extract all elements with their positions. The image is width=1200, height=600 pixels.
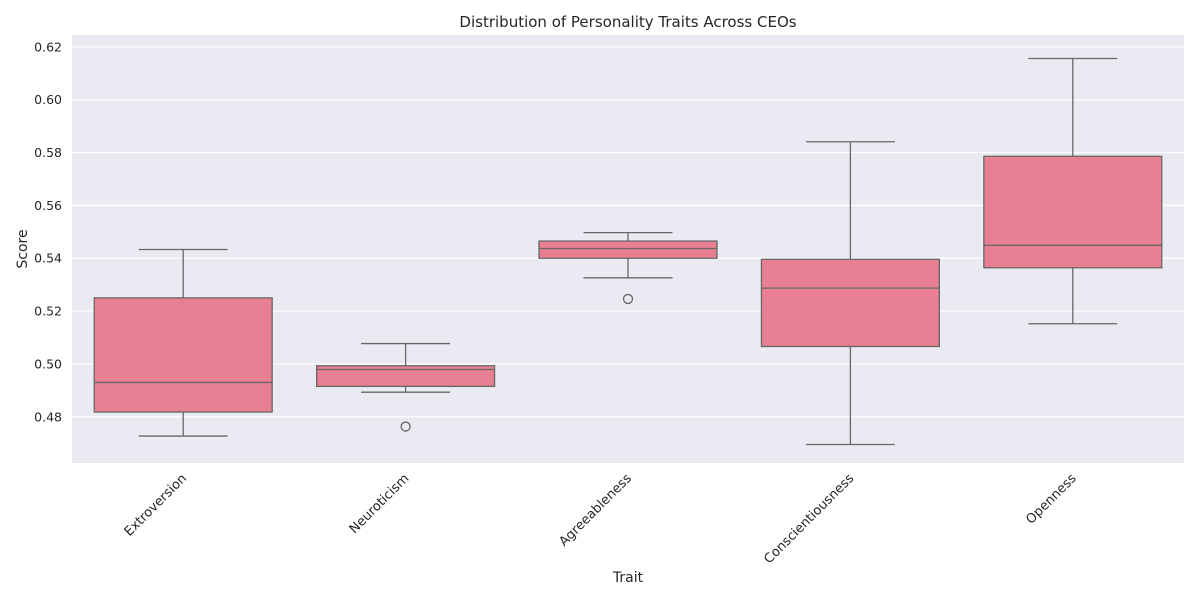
y-tick-labels: 0.48 0.50 0.52 0.54 0.56 0.58 0.60 0.62 bbox=[34, 39, 62, 424]
y-tick-label: 0.50 bbox=[34, 356, 62, 371]
y-tick-label: 0.54 bbox=[34, 251, 62, 266]
x-tick-labels: Extroversion Neuroticism Agreeableness Cons… bbox=[122, 471, 1080, 567]
x-tick-label: Conscientiousness bbox=[761, 471, 857, 567]
interquartile-box bbox=[760, 258, 941, 348]
box-agreeableness bbox=[538, 231, 718, 305]
y-tick-label: 0.56 bbox=[34, 198, 62, 213]
interquartile-box bbox=[93, 297, 273, 413]
y-tick-label: 0.62 bbox=[34, 39, 62, 54]
y-tick-label: 0.58 bbox=[34, 145, 62, 160]
x-tick-label: Neuroticism bbox=[347, 471, 413, 537]
y-tick-label: 0.60 bbox=[34, 92, 62, 107]
x-axis-label: Trait bbox=[612, 570, 644, 586]
x-tick-label: Agreeableness bbox=[556, 471, 635, 550]
y-tick-label: 0.48 bbox=[34, 409, 62, 424]
chart-title: Distribution of Personality Traits Acros… bbox=[459, 13, 796, 31]
outlier-point bbox=[622, 293, 634, 305]
box-openness bbox=[983, 57, 1163, 325]
y-axis-label: Score bbox=[15, 229, 31, 268]
x-tick-label: Openness bbox=[1023, 471, 1079, 527]
interquartile-box bbox=[315, 365, 496, 388]
box-conscientiousness bbox=[760, 141, 941, 446]
interquartile-box bbox=[983, 155, 1163, 269]
outlier-point bbox=[400, 421, 411, 432]
box-extroversion bbox=[93, 248, 273, 437]
interquartile-box bbox=[538, 240, 718, 259]
x-tick-label: Extroversion bbox=[122, 471, 190, 539]
boxes bbox=[93, 57, 1163, 446]
box-neuroticism bbox=[315, 342, 496, 432]
y-tick-label: 0.52 bbox=[34, 304, 62, 319]
